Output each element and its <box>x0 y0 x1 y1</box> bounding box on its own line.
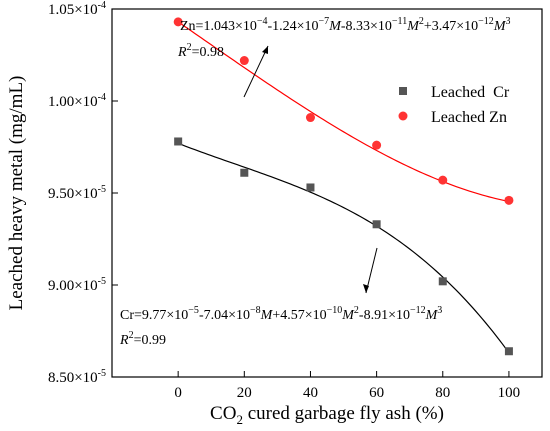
data-point-cr <box>240 168 249 177</box>
data-point-cr <box>174 137 183 146</box>
data-point-cr <box>504 347 513 356</box>
data-point-zn <box>305 113 315 123</box>
cr-r-squared: R2=0.99 <box>119 330 166 348</box>
x-tick-label: 100 <box>498 385 521 401</box>
x-tick-label: 40 <box>303 385 318 401</box>
y-tick-label: 9.00×10-5 <box>48 276 106 294</box>
fit-curve-cr <box>177 142 510 354</box>
data-points <box>173 17 514 356</box>
legend-label-cr: Leached Cr <box>431 84 510 101</box>
x-axis: 0 20 40 60 80 100 <box>174 371 520 401</box>
x-tick-label: 20 <box>237 385 252 401</box>
y-tick-label: 1.05×10-4 <box>48 0 106 18</box>
fit-curve-zn <box>177 21 510 203</box>
data-point-zn <box>173 17 183 27</box>
data-point-cr <box>438 277 447 286</box>
zn-equation: Zn=1.043×10−4-1.24×10−7M-8.33×10−11M2+3.… <box>180 16 510 34</box>
cr-annotation-arrow <box>365 247 378 294</box>
x-axis-title: CO2 cured garbage fly ash (%) <box>210 403 444 427</box>
zn-annotation-arrow <box>243 45 269 98</box>
x-tick-label: 80 <box>435 385 450 401</box>
zn-r-squared: R2=0.98 <box>177 42 224 60</box>
y-tick-label: 9.50×10-5 <box>48 184 106 202</box>
legend-marker-zn <box>398 111 408 121</box>
y-axis-title: Leached heavy metal (mg/mL) <box>6 76 27 311</box>
x-tick-label: 60 <box>369 385 384 401</box>
data-point-cr <box>372 220 381 229</box>
data-point-zn <box>438 175 448 185</box>
legend-marker-cr <box>399 87 407 95</box>
y-tick-label: 8.50×10-5 <box>48 368 106 386</box>
cr-arrowhead <box>363 284 369 293</box>
zn-arrowhead <box>262 46 268 54</box>
x-tick-label: 0 <box>174 385 182 401</box>
y-tick-label: 1.00×10-4 <box>48 92 106 110</box>
data-point-zn <box>372 140 382 150</box>
data-point-zn <box>239 56 249 66</box>
data-point-cr <box>306 183 315 192</box>
y-axis: 8.50×10-5 9.00×10-5 9.50×10-5 1.00×10-4 1.05… <box>48 0 118 386</box>
data-point-zn <box>504 195 514 205</box>
legend-label-zn: Leached Zn <box>431 109 507 126</box>
cr-equation: Cr=9.77×10−5-7.04×10−8M+4.57×10−10M2-8.9… <box>120 305 442 323</box>
legend: Leached Cr Leached Zn <box>398 84 510 126</box>
fit-curves <box>177 21 510 354</box>
